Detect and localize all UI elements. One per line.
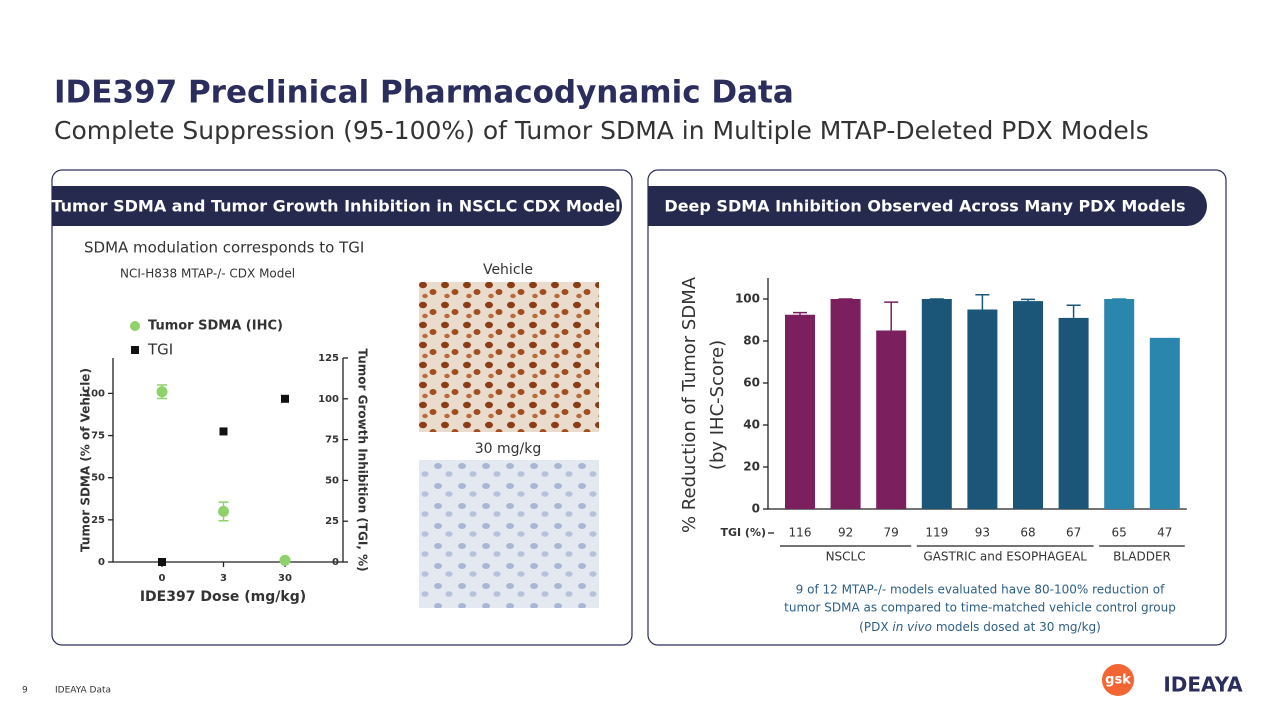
y-tick-label: 25 (91, 515, 105, 526)
micrograph-treated (419, 460, 599, 608)
y-tick-label: 50 (91, 473, 105, 484)
group-label: GASTRIC and ESOPHAGEAL (923, 550, 1087, 564)
x-tick-label: 68 (1020, 526, 1035, 540)
x-tick-label: 47 (1157, 526, 1172, 540)
note-italic: in vivo (892, 620, 932, 634)
error-bar (793, 311, 807, 315)
y2-tick-label: 0 (332, 557, 339, 568)
y-tick-label: 100 (84, 388, 105, 399)
group-label: NSCLC (826, 550, 866, 564)
error-bar (1021, 298, 1035, 302)
y-tick-label: 20 (743, 460, 760, 474)
x-tick-label: 116 (789, 526, 812, 540)
bar (1104, 299, 1135, 509)
bar (921, 299, 952, 509)
point (219, 427, 228, 436)
note-line: (PDX in vivo models dosed at 30 mg/kg) (859, 620, 1101, 634)
ideaya-logo: IDEAYA (1163, 673, 1243, 697)
point (218, 505, 229, 517)
axis (112, 358, 344, 563)
left-header: Tumor SDMA and Tumor Growth Inhibition i… (51, 197, 620, 216)
error-bar (975, 294, 990, 310)
page-number: 9 (22, 686, 28, 696)
y-axis-label: (by IHC-Score) (707, 340, 728, 470)
right-header: Deep SDMA Inhibition Observed Across Man… (664, 197, 1185, 216)
x-tick-label: 79 (884, 526, 899, 540)
y2-tick-label: 100 (318, 394, 339, 405)
micrograph-vehicle (419, 282, 599, 432)
legend-label: TGI (147, 341, 173, 359)
y-tick-label: 0 (752, 502, 760, 516)
y2-axis-label: Tumor Growth Inhibition (TGI, %) (356, 348, 370, 571)
right-panel (647, 169, 1227, 646)
left-header-bar (52, 186, 622, 226)
legend-marker (131, 346, 139, 354)
note-line: 9 of 12 MTAP-/- models evaluated have 80… (796, 583, 1165, 597)
note-text: (PDX (859, 620, 892, 634)
source: IDEAYA Data (55, 686, 111, 696)
y-tick-label: 75 (91, 431, 105, 442)
y-axis-label: Tumor SDMA (% of Vehicle) (79, 368, 93, 552)
x-tick-label: 3 (220, 573, 227, 584)
error-bar (884, 301, 899, 331)
point (281, 394, 289, 403)
x-tick-label: 0 (159, 573, 166, 584)
legend-marker (130, 321, 140, 331)
bar (876, 330, 907, 509)
x-tick-label: 119 (925, 526, 948, 540)
image-label: 30 mg/kg (475, 441, 542, 457)
slide-subtitle: Complete Suppression (95-100%) of Tumor … (54, 116, 1149, 145)
y-tick-label: 100 (735, 292, 760, 306)
right-header-bar (648, 186, 1207, 226)
x-tick-label: 93 (975, 526, 990, 540)
note-text: models dosed at 30 mg/kg) (932, 620, 1101, 634)
point (158, 558, 166, 566)
note-line: tumor SDMA as compared to time-matched v… (784, 601, 1176, 615)
gsk-logo: gsk (1105, 673, 1131, 688)
y2-tick-label: 125 (318, 353, 339, 364)
y2-tick-label: 25 (325, 516, 339, 527)
bar (1013, 301, 1043, 509)
bar (1058, 317, 1089, 509)
x-tick-label: 92 (838, 526, 853, 540)
point (279, 554, 291, 566)
x-tick-label: 30 (278, 573, 292, 584)
bar (830, 299, 861, 509)
bar (967, 309, 998, 509)
y-tick-label: 80 (743, 334, 760, 348)
y-tick-label: 60 (743, 376, 760, 390)
x-axis-label: IDE397 Dose (mg/kg) (140, 589, 306, 605)
y-axis-label: % Reduction of Tumor SDMA (679, 276, 700, 533)
point (156, 386, 168, 398)
x-axis-label: TGI (%) (720, 526, 766, 539)
error-bar (1066, 304, 1081, 318)
bar (785, 314, 815, 509)
x-tick-label: 67 (1066, 526, 1081, 540)
bar (1149, 337, 1180, 509)
y-tick-label: 40 (743, 418, 760, 432)
gsk-logo-mark (1102, 664, 1134, 696)
caption: SDMA modulation corresponds to TGI (84, 239, 364, 257)
y2-tick-label: 75 (325, 435, 339, 446)
left-panel (51, 169, 633, 646)
y2-tick-label: 50 (325, 475, 339, 486)
group-label: BLADDER (1113, 550, 1171, 564)
y-tick-label: 0 (98, 557, 105, 568)
legend-label: Tumor SDMA (IHC) (148, 319, 283, 334)
x-tick-label: 65 (1112, 526, 1127, 540)
model-label: NCI-H838 MTAP-/- CDX Model (120, 267, 295, 281)
image-label: Vehicle (483, 262, 533, 278)
slide-title: IDE397 Preclinical Pharmacodynamic Data (54, 75, 794, 111)
